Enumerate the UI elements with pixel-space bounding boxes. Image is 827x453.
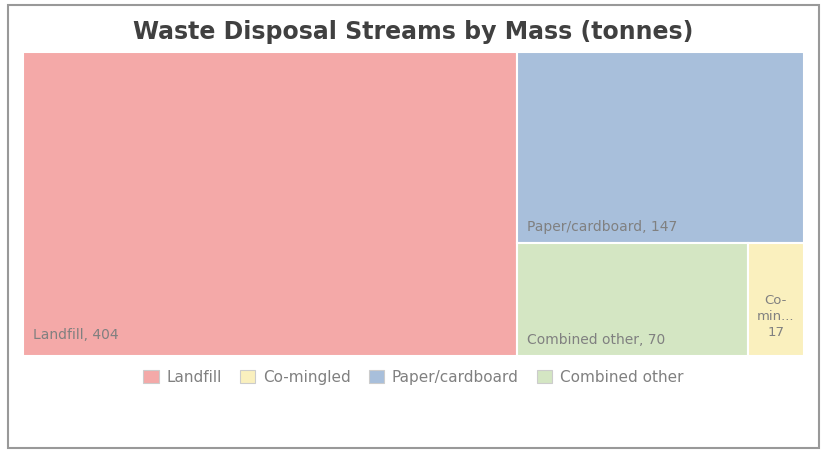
Bar [23,53,518,356]
Bar [518,243,748,356]
Bar [518,53,804,243]
Text: Combined other, 70: Combined other, 70 [527,333,665,347]
Text: Paper/cardboard, 147: Paper/cardboard, 147 [527,220,677,234]
Title: Waste Disposal Streams by Mass (tonnes): Waste Disposal Streams by Mass (tonnes) [133,19,694,43]
Text: Landfill, 404: Landfill, 404 [32,328,118,342]
Text: Co-
min...
17: Co- min... 17 [757,294,795,339]
Legend: Landfill, Co-mingled, Paper/cardboard, Combined other: Landfill, Co-mingled, Paper/cardboard, C… [137,364,690,391]
Bar [748,243,804,356]
